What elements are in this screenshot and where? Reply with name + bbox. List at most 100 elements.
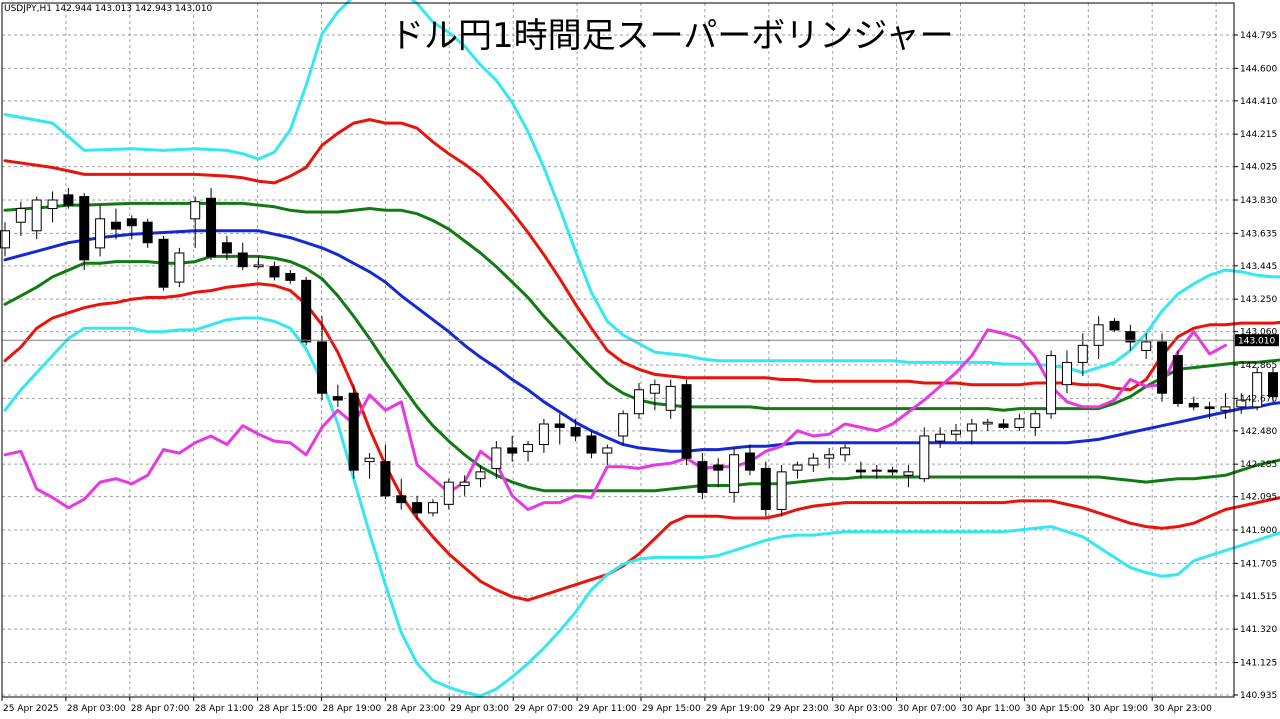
y-tick-label: 144.795	[1240, 31, 1277, 41]
candle-body	[63, 194, 74, 206]
candle-body	[110, 221, 121, 230]
candle	[332, 384, 343, 407]
grid	[1, 3, 1234, 697]
candle	[982, 418, 993, 431]
x-tick-label: 30 Apr 03:00	[834, 704, 893, 714]
series-outer-upper	[3, 0, 1280, 375]
candle	[760, 461, 771, 517]
candle-body	[237, 252, 248, 268]
candle	[190, 196, 201, 248]
candle-body	[380, 461, 391, 497]
candle-body	[855, 469, 866, 473]
candle	[174, 247, 185, 288]
candle	[586, 430, 597, 459]
candle	[1046, 350, 1057, 419]
candle-body	[47, 199, 58, 210]
candle	[380, 444, 391, 500]
candle	[1109, 317, 1120, 332]
candle-body	[697, 461, 708, 493]
candle-body	[919, 435, 930, 480]
y-tick-label: 142.285	[1240, 460, 1277, 470]
candle	[1030, 410, 1041, 436]
candle	[665, 379, 676, 419]
candle	[317, 316, 327, 401]
x-tick-label: 29 Apr 23:00	[770, 704, 829, 714]
candle	[1061, 350, 1072, 394]
candle-body	[31, 199, 42, 232]
x-tick-label: 28 Apr 03:00	[67, 704, 126, 714]
candle-body	[935, 433, 946, 442]
y-axis-ticks: 144.795 144.600 144.410 144.215 144.025 143.8…	[1234, 31, 1277, 701]
candle	[1157, 333, 1168, 402]
candle-body	[523, 444, 534, 452]
candle	[602, 444, 613, 466]
candle	[427, 499, 438, 517]
axes	[1, 2, 1235, 698]
candle	[570, 418, 581, 442]
candle-body	[760, 467, 771, 510]
candle	[237, 242, 248, 271]
candle	[412, 495, 423, 520]
candle	[396, 478, 407, 510]
candle	[459, 475, 470, 496]
candle-body	[808, 457, 819, 466]
candle-body	[1109, 320, 1120, 331]
candle	[554, 413, 565, 445]
candle-body	[79, 196, 90, 261]
candle	[538, 418, 549, 454]
candle	[63, 188, 74, 209]
candle-body	[332, 396, 343, 401]
candle-body	[1220, 406, 1231, 411]
candle-body	[966, 423, 977, 432]
candle	[744, 444, 755, 476]
candle	[1014, 413, 1025, 431]
candle	[142, 218, 153, 248]
candle-body	[475, 471, 486, 480]
candle-body	[713, 464, 724, 471]
candle-body	[95, 218, 106, 249]
y-tick-label: 143.635	[1240, 229, 1277, 239]
candle-body	[776, 471, 787, 510]
candle	[871, 465, 882, 479]
candle-body	[903, 471, 914, 476]
y-tick-label: 144.215	[1240, 130, 1277, 140]
candle-body	[412, 502, 423, 514]
candle	[618, 410, 629, 445]
candle	[523, 441, 534, 462]
candle	[649, 379, 660, 411]
candle	[887, 466, 898, 476]
candle	[206, 188, 217, 260]
candle	[998, 418, 1009, 430]
candlesticks	[0, 188, 1278, 520]
y-tick-label: 142.095	[1240, 493, 1277, 503]
candle	[126, 215, 137, 240]
series-band2-lower	[3, 282, 1280, 602]
y-tick-label: 141.900	[1240, 526, 1277, 536]
candle-body	[538, 423, 549, 446]
candle	[1172, 350, 1183, 407]
price-badge-bg	[1235, 334, 1279, 347]
candle-body	[1252, 372, 1263, 408]
candle	[808, 453, 819, 472]
x-tick-label: 30 Apr 07:00	[898, 704, 957, 714]
x-tick-label: 30 Apr 19:00	[1089, 704, 1148, 714]
x-tick-label: 30 Apr 15:00	[1025, 704, 1084, 714]
candle-body	[1030, 413, 1041, 428]
candle-body	[665, 385, 676, 411]
candle	[47, 191, 58, 223]
candle-body	[253, 264, 264, 268]
candle-body	[982, 421, 993, 425]
x-tick-label: 29 Apr 15:00	[642, 704, 701, 714]
y-tick-label: 143.060	[1240, 328, 1277, 338]
candle	[1141, 333, 1152, 360]
candle	[713, 458, 724, 488]
candle-body	[602, 447, 613, 454]
candle	[1252, 367, 1263, 411]
candle-body	[634, 389, 644, 415]
candle-body	[570, 426, 581, 437]
candle-body	[221, 242, 232, 254]
candle-body	[491, 447, 502, 469]
x-tick-label: 28 Apr 15:00	[259, 704, 318, 714]
candle	[634, 382, 644, 419]
